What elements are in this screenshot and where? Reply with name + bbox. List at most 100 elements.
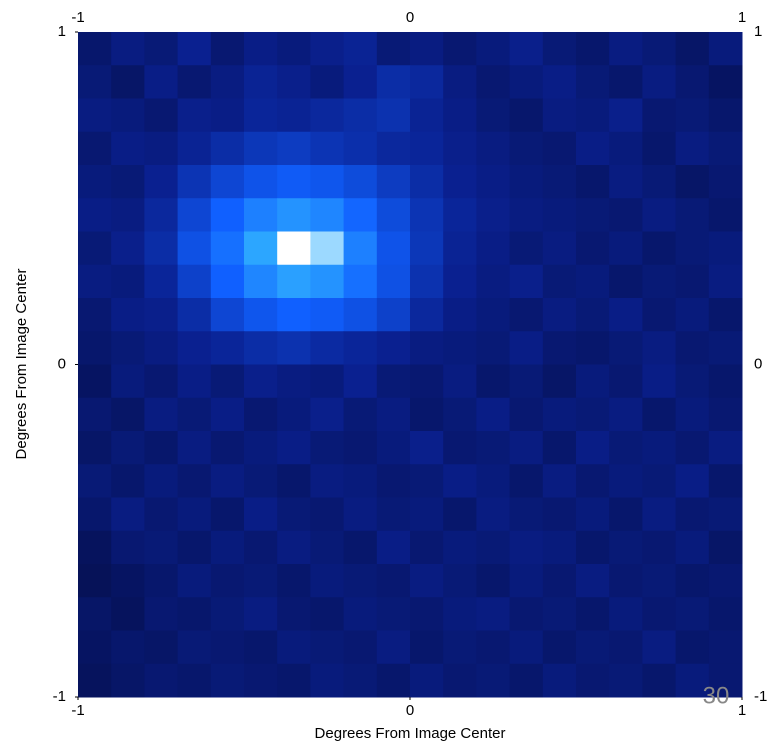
heat-cell <box>111 498 145 532</box>
heat-cell <box>144 99 178 133</box>
heat-cell <box>344 265 378 299</box>
heat-cell <box>410 99 444 133</box>
heat-cell <box>277 265 311 299</box>
heat-cell <box>543 298 577 332</box>
heat-cell <box>476 331 510 365</box>
heat-cell <box>510 531 544 565</box>
heat-cell <box>310 99 344 133</box>
heat-cell <box>211 198 245 232</box>
heat-cell <box>78 32 112 66</box>
heat-cell <box>244 431 278 465</box>
heat-cell <box>476 664 510 698</box>
heat-cell <box>277 531 311 565</box>
heat-cell <box>111 298 145 332</box>
heat-cell <box>510 398 544 432</box>
heat-cell <box>443 198 477 232</box>
heat-cell <box>78 99 112 133</box>
heat-cell <box>377 65 411 99</box>
heat-cell <box>211 65 245 99</box>
heat-cell <box>676 631 710 665</box>
heat-cell <box>244 331 278 365</box>
heat-cell <box>244 498 278 532</box>
heat-cell <box>576 265 610 299</box>
heat-cell <box>277 232 311 266</box>
heat-cell <box>676 464 710 498</box>
heat-cell <box>78 65 112 99</box>
heat-cell <box>576 498 610 532</box>
heat-cell <box>642 564 676 598</box>
heat-cell <box>443 165 477 199</box>
heat-cell <box>676 398 710 432</box>
heat-cell <box>410 165 444 199</box>
heat-cell <box>609 265 643 299</box>
heat-cell <box>111 32 145 66</box>
heat-cell <box>277 99 311 133</box>
heat-cell <box>310 331 344 365</box>
y-tick-label: 1 <box>58 23 66 40</box>
heat-cell <box>609 365 643 399</box>
heat-cell <box>244 232 278 266</box>
heat-cell <box>377 531 411 565</box>
heat-cell <box>709 498 743 532</box>
x-tick-label-top: -1 <box>71 9 84 26</box>
heat-cell <box>310 631 344 665</box>
heat-cell <box>543 165 577 199</box>
heat-cell <box>510 664 544 698</box>
y-tick-label: 0 <box>58 355 66 372</box>
heat-cell <box>642 65 676 99</box>
heat-cell <box>310 232 344 266</box>
heat-cell <box>377 498 411 532</box>
heat-cell <box>244 99 278 133</box>
heat-cell <box>576 564 610 598</box>
heat-cell <box>510 165 544 199</box>
heat-cell <box>576 165 610 199</box>
heat-cell <box>377 431 411 465</box>
heat-cell <box>178 232 212 266</box>
heat-cell <box>111 165 145 199</box>
heat-cell <box>576 398 610 432</box>
heat-cell <box>642 265 676 299</box>
y-tick-label-right: 0 <box>754 355 762 372</box>
heat-cell <box>609 431 643 465</box>
heat-cell <box>642 331 676 365</box>
heat-cell <box>344 232 378 266</box>
heat-cell <box>443 631 477 665</box>
heat-cell <box>310 498 344 532</box>
heat-cell <box>244 165 278 199</box>
heat-cell <box>178 132 212 166</box>
heat-cell <box>277 165 311 199</box>
heat-cell <box>111 564 145 598</box>
heat-cell <box>609 198 643 232</box>
heat-cell <box>609 631 643 665</box>
heat-cell <box>410 232 444 266</box>
heat-cell <box>642 631 676 665</box>
heat-cell <box>410 431 444 465</box>
heat-cell <box>476 464 510 498</box>
heat-cell <box>543 597 577 631</box>
heat-cell <box>410 65 444 99</box>
heat-cell <box>344 198 378 232</box>
heat-cell <box>476 597 510 631</box>
heat-cell <box>476 498 510 532</box>
heat-cell <box>111 132 145 166</box>
heat-cell <box>510 265 544 299</box>
heat-cell <box>543 232 577 266</box>
heat-cell <box>642 431 676 465</box>
heat-cell <box>344 165 378 199</box>
heat-cell <box>377 265 411 299</box>
heat-cell <box>178 664 212 698</box>
heat-cell <box>178 298 212 332</box>
heat-cell <box>709 298 743 332</box>
heat-cell <box>709 232 743 266</box>
heat-cell <box>410 597 444 631</box>
heat-cell <box>576 198 610 232</box>
heat-cell <box>144 331 178 365</box>
heat-cell <box>377 631 411 665</box>
heat-cell <box>510 99 544 133</box>
heat-cell <box>211 99 245 133</box>
heat-cell <box>111 531 145 565</box>
heat-cell <box>377 99 411 133</box>
heatmap <box>78 32 743 698</box>
heat-cell <box>642 398 676 432</box>
heat-cell <box>277 431 311 465</box>
